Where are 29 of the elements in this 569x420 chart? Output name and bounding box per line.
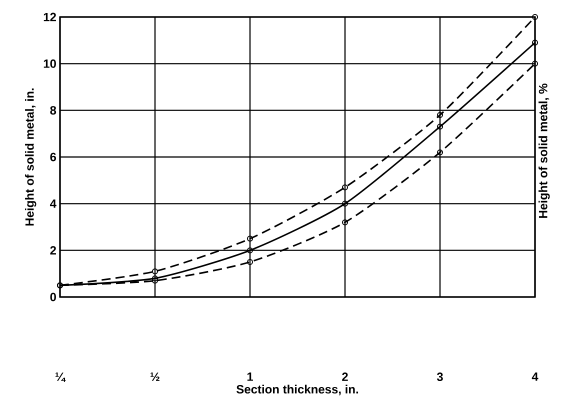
y-tick-label: 2 <box>50 246 56 255</box>
y-axis-title: Height of solid metal, in. <box>25 88 36 226</box>
x-tick-label: 3 <box>436 372 443 382</box>
point <box>247 236 254 242</box>
y-tick-label: 4 <box>50 200 56 208</box>
point <box>152 268 158 274</box>
point <box>532 60 538 67</box>
point <box>152 275 158 282</box>
y-tick-label: 6 <box>50 152 56 162</box>
x-axis-title: Section thickness, in. <box>236 384 358 396</box>
point <box>152 278 158 284</box>
point <box>247 247 254 254</box>
y-tick-label: 8 <box>50 106 56 115</box>
point <box>342 200 348 207</box>
x-tick-label: 1 <box>247 372 254 381</box>
y-tick-label: 0 <box>50 292 56 302</box>
y-tick-label: 10 <box>44 59 56 68</box>
point <box>342 184 348 190</box>
point <box>437 124 444 130</box>
point <box>437 149 444 156</box>
x-tick-label: 2 <box>342 372 348 381</box>
x-tick-label: ¼ <box>56 372 66 382</box>
y-tick-label: 12 <box>44 12 56 22</box>
x-tick-label: ½ <box>150 372 160 381</box>
point <box>247 259 254 265</box>
point <box>437 112 444 118</box>
y2-axis-title: Height of solid metal, % <box>538 84 550 218</box>
point <box>342 219 348 226</box>
x-tick-label: 4 <box>532 372 538 381</box>
